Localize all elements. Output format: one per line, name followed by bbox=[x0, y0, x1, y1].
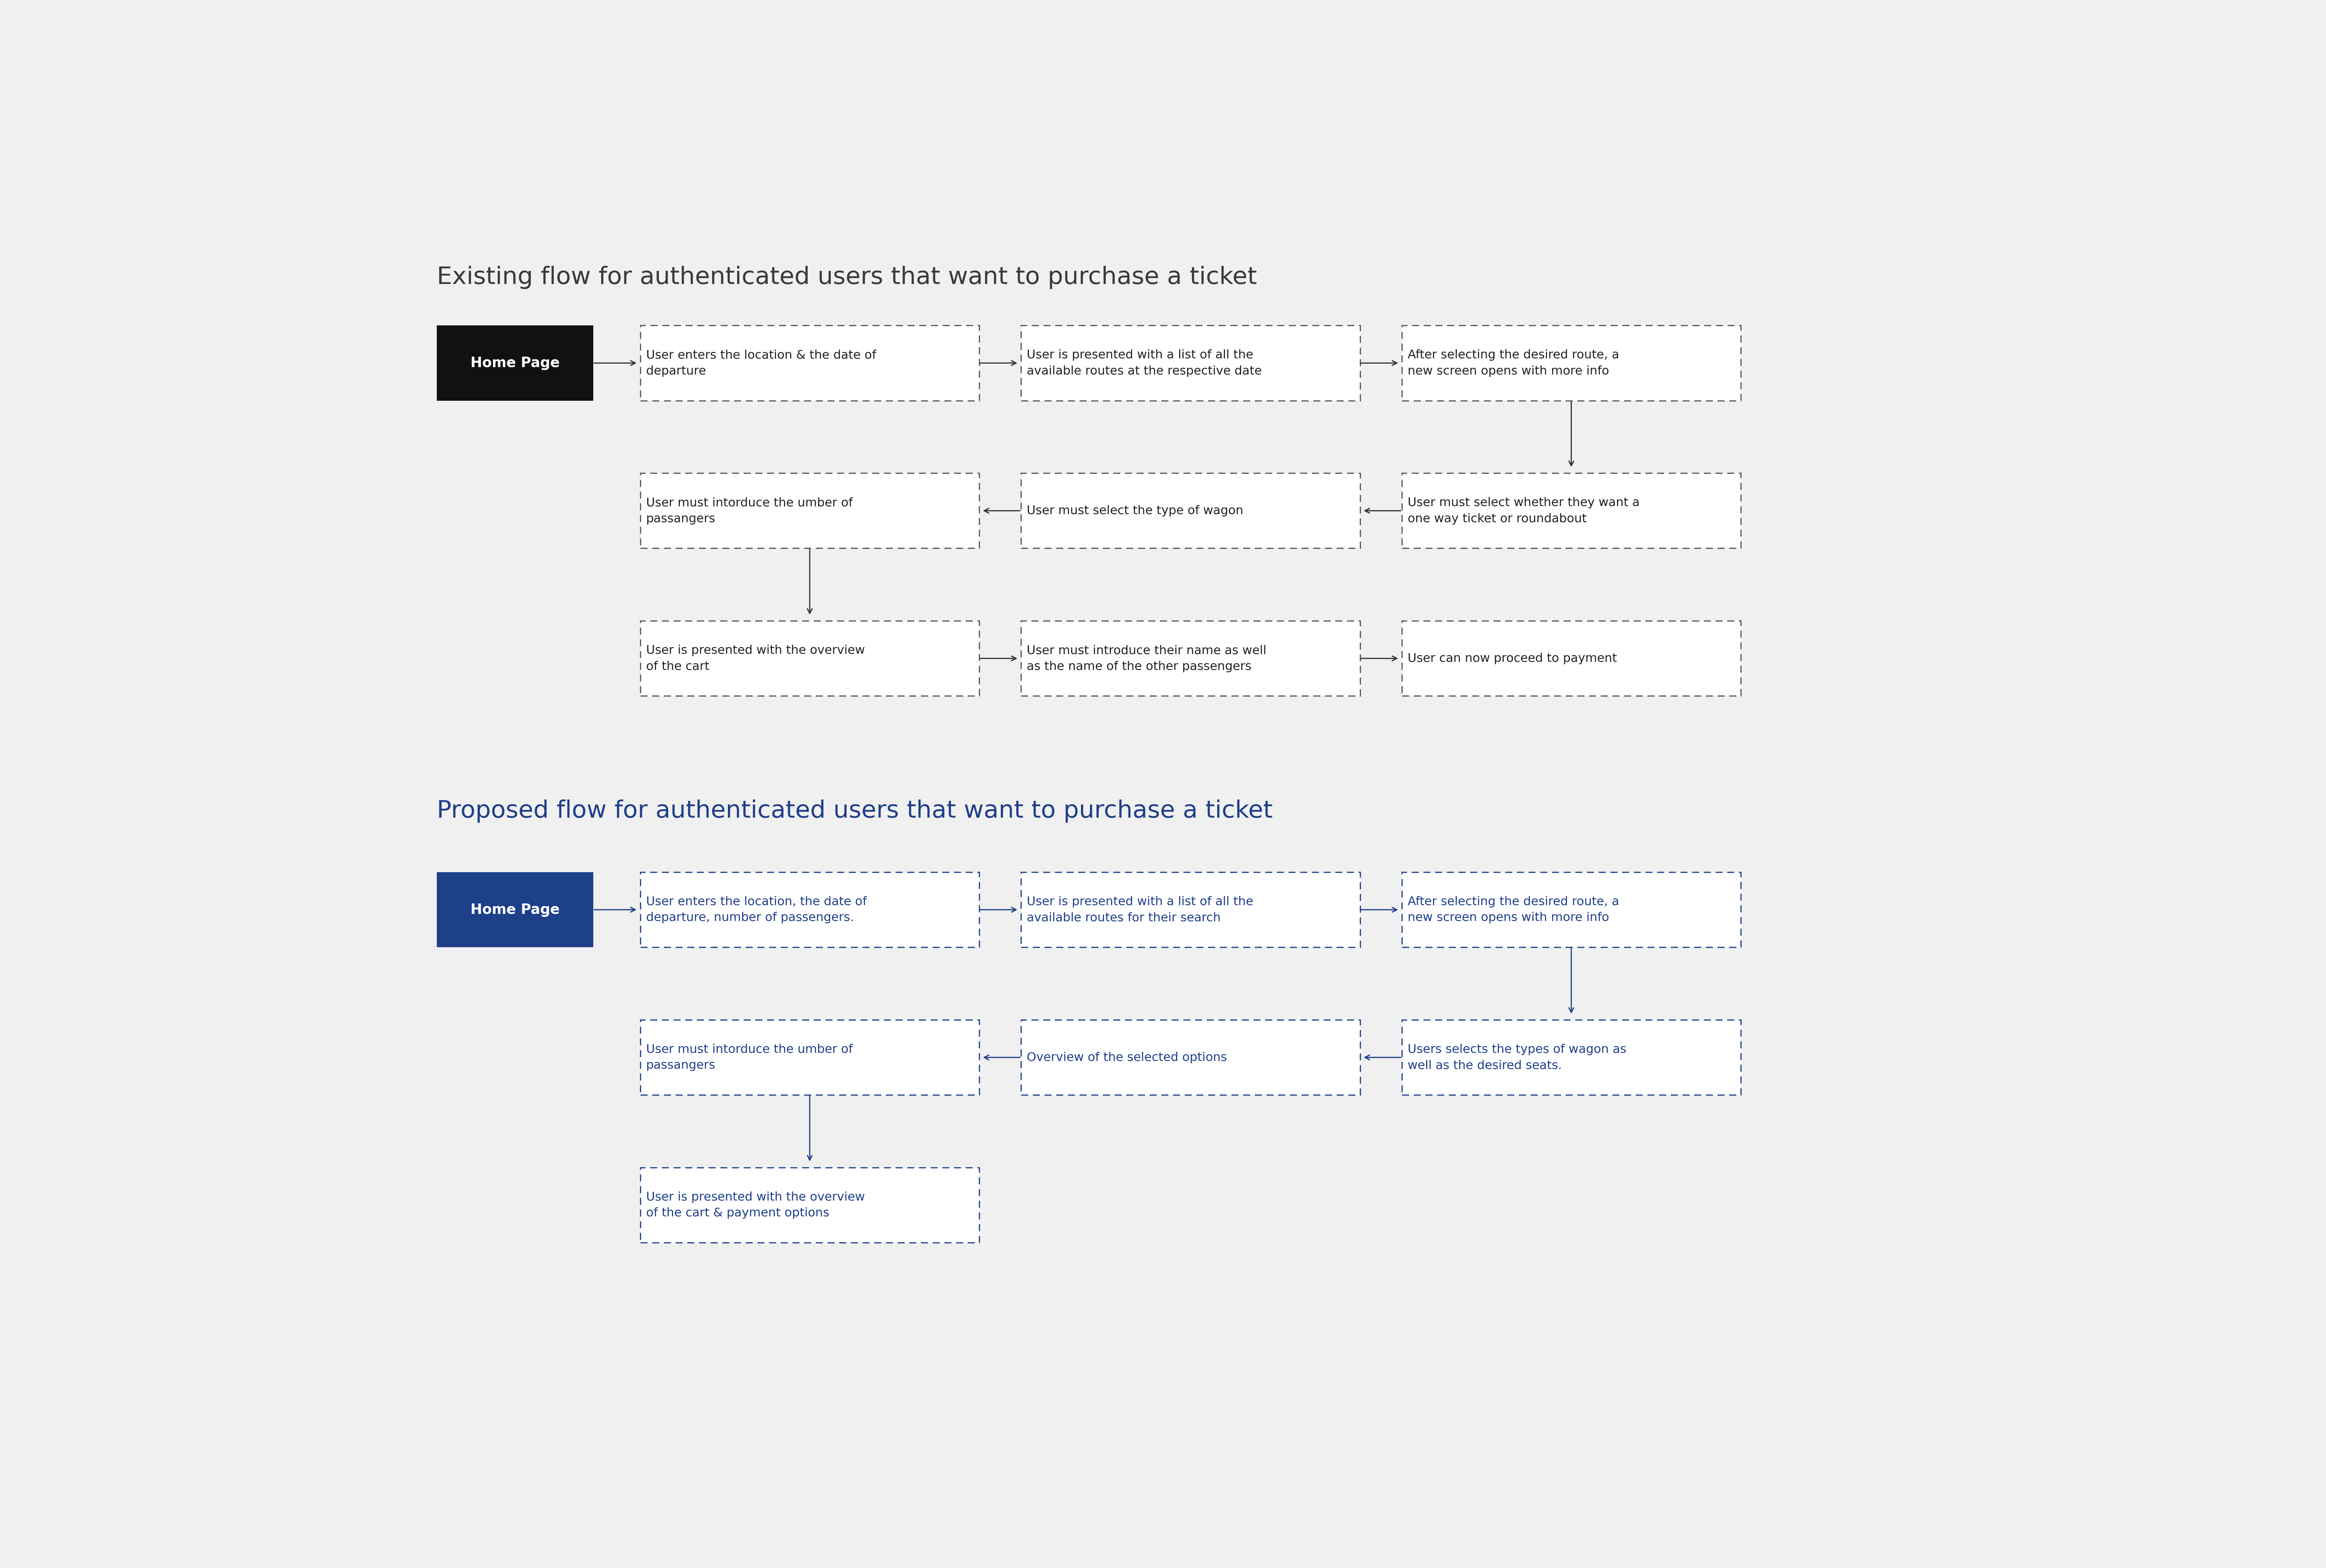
FancyBboxPatch shape bbox=[640, 326, 979, 400]
FancyBboxPatch shape bbox=[437, 326, 593, 400]
FancyBboxPatch shape bbox=[1021, 621, 1361, 696]
FancyBboxPatch shape bbox=[1403, 1019, 1740, 1094]
FancyBboxPatch shape bbox=[437, 872, 593, 947]
Text: User is presented with a list of all the
available routes for their search: User is presented with a list of all the… bbox=[1026, 895, 1254, 924]
Text: User must intorduce the umber of
passangers: User must intorduce the umber of passang… bbox=[647, 497, 854, 524]
Text: After selecting the desired route, a
new screen opens with more info: After selecting the desired route, a new… bbox=[1407, 895, 1619, 924]
Text: User is presented with a list of all the
available routes at the respective date: User is presented with a list of all the… bbox=[1026, 350, 1263, 376]
Text: After selecting the desired route, a
new screen opens with more info: After selecting the desired route, a new… bbox=[1407, 350, 1619, 376]
FancyBboxPatch shape bbox=[1403, 621, 1740, 696]
FancyBboxPatch shape bbox=[1021, 326, 1361, 400]
Text: User must select the type of wagon: User must select the type of wagon bbox=[1026, 505, 1244, 516]
Text: User can now proceed to payment: User can now proceed to payment bbox=[1407, 652, 1617, 665]
FancyBboxPatch shape bbox=[640, 474, 979, 549]
Text: User is presented with the overview
of the cart: User is presented with the overview of t… bbox=[647, 644, 865, 673]
Text: Proposed flow for authenticated users that want to purchase a ticket: Proposed flow for authenticated users th… bbox=[437, 800, 1272, 823]
FancyBboxPatch shape bbox=[1403, 872, 1740, 947]
Text: Home Page: Home Page bbox=[470, 903, 561, 917]
Text: User enters the location, the date of
departure, number of passengers.: User enters the location, the date of de… bbox=[647, 895, 868, 924]
Text: Home Page: Home Page bbox=[470, 356, 561, 370]
FancyBboxPatch shape bbox=[1021, 1019, 1361, 1094]
FancyBboxPatch shape bbox=[640, 872, 979, 947]
Text: User must introduce their name as well
as the name of the other passengers: User must introduce their name as well a… bbox=[1026, 644, 1265, 673]
FancyBboxPatch shape bbox=[1403, 326, 1740, 400]
Text: Users selects the types of wagon as
well as the desired seats.: Users selects the types of wagon as well… bbox=[1407, 1044, 1626, 1071]
Text: User is presented with the overview
of the cart & payment options: User is presented with the overview of t… bbox=[647, 1192, 865, 1218]
FancyBboxPatch shape bbox=[1403, 474, 1740, 549]
Text: User must intorduce the umber of
passangers: User must intorduce the umber of passang… bbox=[647, 1044, 854, 1071]
FancyBboxPatch shape bbox=[640, 621, 979, 696]
Text: User must select whether they want a
one way ticket or roundabout: User must select whether they want a one… bbox=[1407, 497, 1640, 524]
FancyBboxPatch shape bbox=[1021, 474, 1361, 549]
Text: User enters the location & the date of
departure: User enters the location & the date of d… bbox=[647, 350, 877, 376]
Text: Existing flow for authenticated users that want to purchase a ticket: Existing flow for authenticated users th… bbox=[437, 267, 1256, 289]
Text: Overview of the selected options: Overview of the selected options bbox=[1026, 1052, 1228, 1063]
FancyBboxPatch shape bbox=[640, 1168, 979, 1243]
FancyBboxPatch shape bbox=[1021, 872, 1361, 947]
FancyBboxPatch shape bbox=[640, 1019, 979, 1094]
